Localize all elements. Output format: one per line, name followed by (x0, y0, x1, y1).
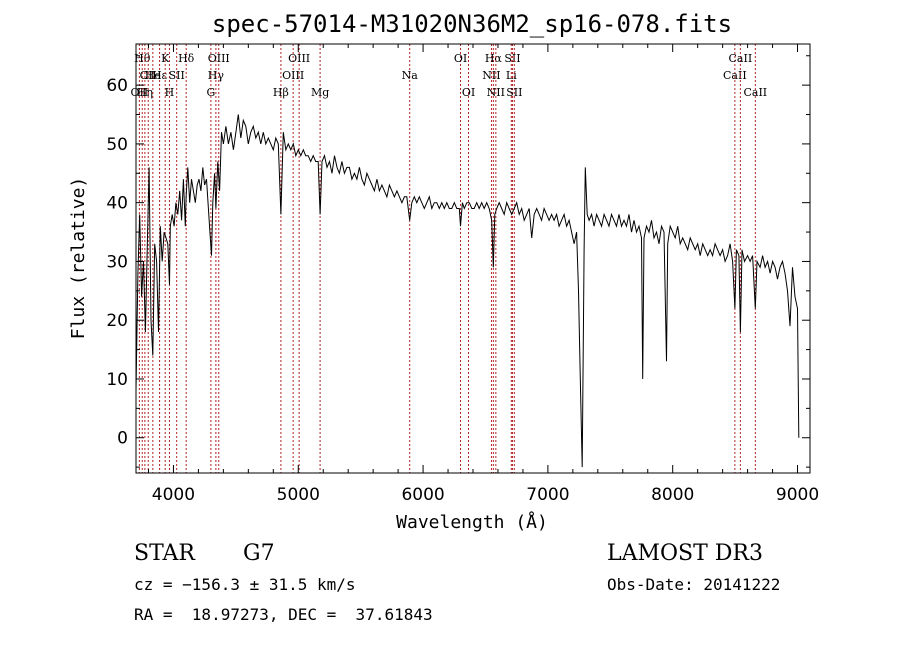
line-marker-label: SII (506, 86, 522, 99)
object-subclass: G7 (243, 541, 275, 566)
survey-name: LAMOST DR3 (607, 541, 763, 566)
line-marker-label: Hθ (134, 52, 151, 65)
line-marker-label: G (206, 86, 215, 99)
y-axis-label: Flux (relative) (68, 177, 89, 340)
line-marker-label: CaII (729, 52, 753, 65)
line-marker-label: Hβ (273, 86, 289, 99)
line-marker-label: H (165, 86, 175, 99)
line-marker-label: Hδ (178, 52, 195, 65)
x-axis: 4000 5000 6000 7000 8000 9000 (147, 44, 819, 505)
y-tick-label: 50 (106, 135, 128, 155)
x-tick-label: 4000 (152, 485, 195, 505)
line-marker-label: NII (482, 69, 500, 82)
x-tick-label: 5000 (277, 485, 320, 505)
x-tick-label: 9000 (776, 485, 819, 505)
x-axis-label: Wavelength (Å) (396, 511, 548, 533)
line-marker-label: SII (504, 52, 520, 65)
line-marker-label: CaII (723, 69, 747, 82)
spectrum-line (135, 114, 800, 468)
line-marker-label: OII (131, 86, 149, 99)
x-tick-label: 7000 (526, 485, 569, 505)
y-tick-label: 10 (106, 370, 128, 390)
y-tick-label: 30 (106, 252, 128, 272)
object-class: STAR (134, 541, 196, 566)
line-marker-label: Mg (311, 86, 329, 99)
line-marker-label: SII (169, 69, 185, 82)
line-marker-label: NII (487, 86, 505, 99)
line-marker-label: CaII (743, 86, 767, 99)
line-marker-label: OI (454, 52, 467, 65)
line-markers: OIIHθHηCIIHeHεKHSIIHδGHγOIIIHβOIIIOIIIMg… (131, 44, 767, 473)
chart-title: spec-57014-M31020N36M2_sp16-078.fits (212, 10, 732, 38)
line-marker-label: He (145, 69, 161, 82)
y-tick-label: 20 (106, 311, 128, 331)
line-marker-label: OIII (288, 52, 310, 65)
x-tick-label: 6000 (401, 485, 444, 505)
redshift-velocity: cz = −156.3 ± 31.5 km/s (134, 575, 356, 594)
line-marker-label: Li (506, 69, 517, 82)
x-tick-label: 8000 (651, 485, 694, 505)
line-marker-label: Hγ (208, 69, 225, 82)
y-axis: 0 10 20 30 40 50 60 (106, 55, 810, 468)
line-marker-label: Na (402, 69, 419, 82)
line-marker-label: OI (462, 86, 475, 99)
plot-frame (135, 43, 811, 474)
line-marker-label: OIII (282, 69, 304, 82)
y-tick-label: 0 (117, 429, 128, 449)
line-marker-label: OIII (208, 52, 230, 65)
y-tick-label: 60 (106, 76, 128, 96)
ra-dec-coordinates: RA = 18.97273, DEC = 37.61843 (134, 605, 433, 624)
spectrum-series (135, 114, 800, 468)
y-tick-label: 40 (106, 194, 128, 214)
line-marker-label: Hη (137, 86, 153, 99)
observation-date: Obs-Date: 20141222 (607, 575, 780, 594)
line-marker-label: Hε (152, 69, 168, 82)
line-marker-label: K (161, 52, 170, 65)
line-marker-label: Hα (485, 52, 503, 65)
